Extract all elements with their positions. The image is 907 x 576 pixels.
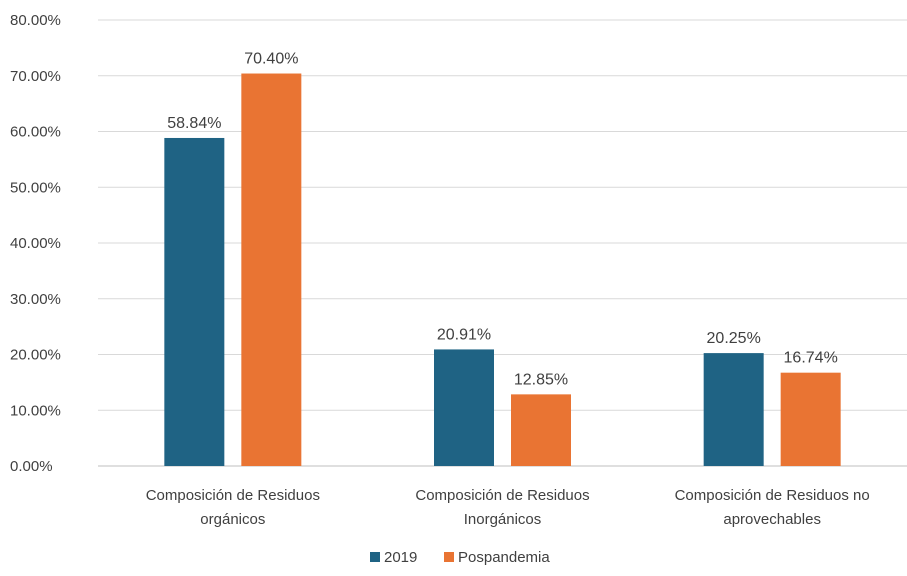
y-tick-label: 40.00% <box>10 235 61 252</box>
y-tick-label: 50.00% <box>10 179 61 196</box>
x-axis-category-labels: Composición de Residuos orgánicos Composic… <box>146 487 870 528</box>
legend-label: 2019 <box>384 549 417 566</box>
legend-label: Pospandemia <box>458 549 550 566</box>
data-label: 70.40% <box>244 51 298 68</box>
legend-swatch <box>370 552 380 562</box>
y-tick-label: 60.00% <box>10 124 61 141</box>
x-tick-label: Inorgánicos <box>464 511 542 528</box>
y-tick-label: 10.00% <box>10 402 61 419</box>
data-label: 20.91% <box>437 326 491 343</box>
x-tick-label: orgánicos <box>200 511 265 528</box>
bar-series-1 <box>703 353 764 466</box>
legend-swatch <box>444 552 454 562</box>
data-labels: 58.84% 70.40% 20.91% 12.85% 20.25% 16.74% <box>167 51 838 389</box>
bar-series-2 <box>241 73 302 467</box>
x-tick-label: Composición de Residuos <box>415 487 589 504</box>
x-tick-label: Composición de Residuos no <box>675 487 870 504</box>
x-tick-label: Composición de Residuos <box>146 487 320 504</box>
y-tick-label: 0.00% <box>10 458 53 475</box>
y-tick-label: 80.00% <box>10 12 61 29</box>
bars <box>164 73 841 467</box>
y-tick-label: 30.00% <box>10 291 61 308</box>
data-label: 12.85% <box>514 371 568 388</box>
y-axis-tick-labels: 0.00% 10.00% 20.00% 30.00% 40.00% 50.00% 60.00… <box>10 12 61 475</box>
y-tick-label: 20.00% <box>10 347 61 364</box>
bar-series-2 <box>780 372 841 466</box>
data-label: 58.84% <box>167 115 221 132</box>
bar-series-1 <box>434 349 494 466</box>
bar-series-2 <box>511 394 571 466</box>
x-tick-label: aprovechables <box>723 511 821 528</box>
bar-series-1 <box>164 137 225 467</box>
gridlines <box>98 19 907 467</box>
legend: 2019 Pospandemia <box>370 549 550 566</box>
data-label: 20.25% <box>707 330 761 347</box>
data-label: 16.74% <box>784 350 838 367</box>
y-tick-label: 70.00% <box>10 68 61 85</box>
